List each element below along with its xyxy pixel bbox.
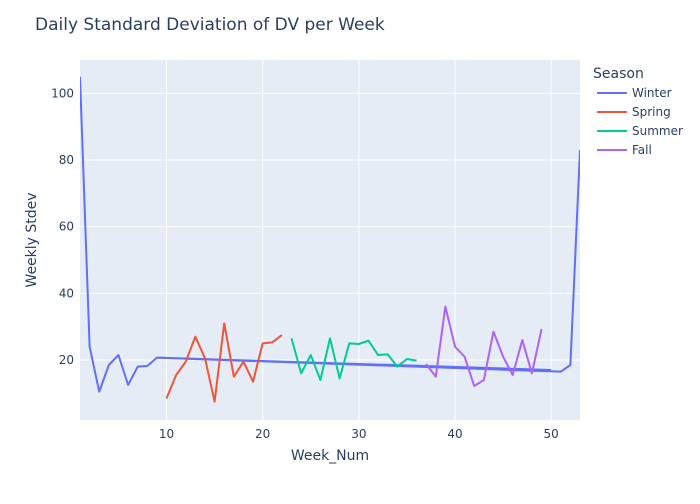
y-axis-title: Weekly Stdev <box>24 192 40 287</box>
legend-item-spring[interactable]: Spring <box>597 105 671 119</box>
plot-area-background <box>80 60 580 420</box>
y-tick-label: 80 <box>59 153 74 167</box>
legend: Season Winter Spring Summer Fall <box>593 66 683 157</box>
legend-label: Spring <box>632 105 671 119</box>
y-tick-label: 100 <box>51 86 74 100</box>
y-tick-label: 40 <box>59 286 74 300</box>
legend-item-fall[interactable]: Fall <box>597 143 652 157</box>
x-tick-label: 50 <box>544 427 559 441</box>
series-line-winter <box>80 76 580 393</box>
series-lines <box>80 76 580 403</box>
x-tick-label: 30 <box>351 427 366 441</box>
legend-items: Winter Spring Summer Fall <box>597 86 683 157</box>
gridlines <box>80 60 580 420</box>
x-axis-title: Week_Num <box>291 448 369 464</box>
series-line-fall <box>425 305 543 387</box>
y-tick-label: 60 <box>59 220 74 234</box>
legend-title: Season <box>593 66 644 82</box>
x-tick-label: 20 <box>255 427 270 441</box>
legend-label: Summer <box>632 124 683 138</box>
series-line-summer <box>290 337 417 381</box>
chart-title: Daily Standard Deviation of DV per Week <box>35 15 385 35</box>
series-line-spring <box>165 322 283 403</box>
legend-label: Winter <box>632 86 672 100</box>
x-tick-label: 10 <box>159 427 174 441</box>
y-axis-ticks: 20 40 60 80 100 <box>51 86 74 367</box>
legend-item-summer[interactable]: Summer <box>597 124 683 138</box>
x-tick-label: 40 <box>447 427 462 441</box>
legend-item-winter[interactable]: Winter <box>597 86 672 100</box>
legend-label: Fall <box>632 143 652 157</box>
y-tick-label: 20 <box>59 353 74 367</box>
x-axis-ticks: 10 20 30 40 50 <box>159 427 559 441</box>
